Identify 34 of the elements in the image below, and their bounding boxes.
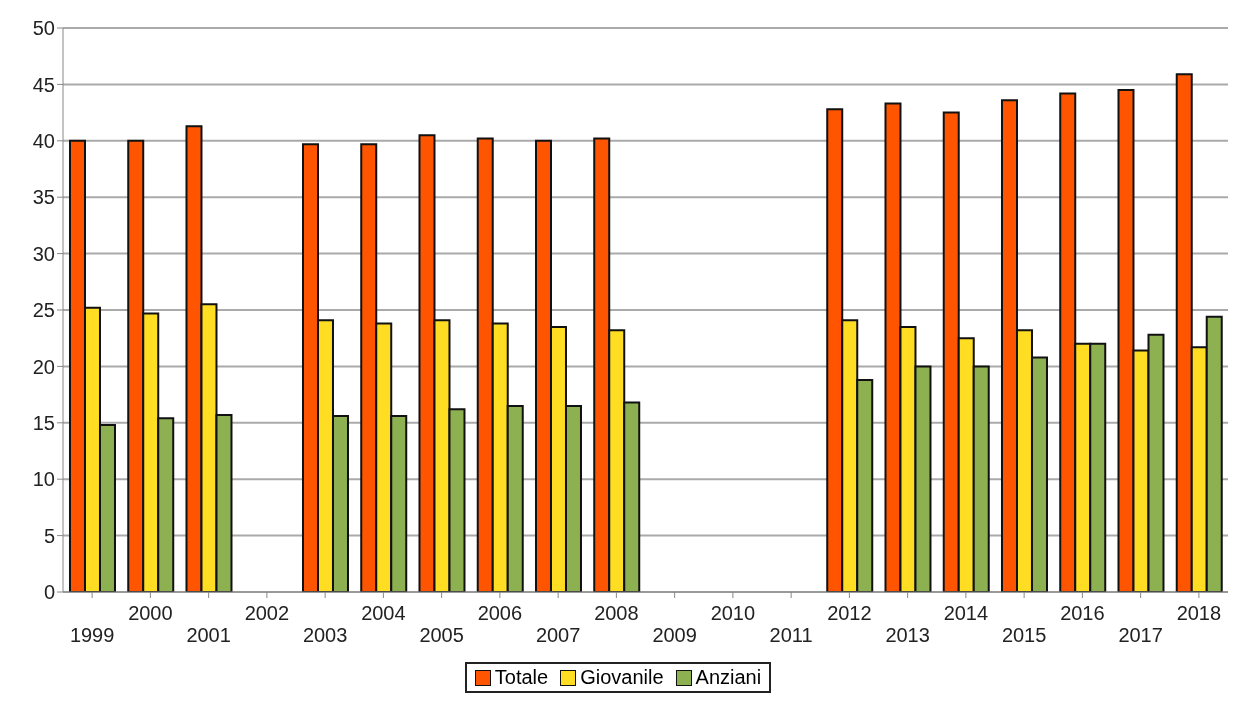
x-tick-label: 2001 [186,624,231,646]
x-tick-label: 1999 [69,624,115,646]
x-tick-label: 2015 [1001,624,1047,646]
legend-label: Totale [493,666,549,689]
y-tick-label: 35 [32,186,55,209]
x-tick-label: 2004 [361,602,406,624]
y-tick-label: 40 [32,129,55,152]
y-tick-label: 50 [32,17,55,40]
x-tick-label: 2011 [769,624,813,646]
y-tick-label: 10 [32,468,55,491]
x-tick-label: 2010 [710,602,756,624]
y-tick-label: 30 [32,242,55,265]
y-tick-label: 25 [32,299,55,322]
y-tick-label: 15 [32,411,55,434]
y-tick-label: 45 [32,73,55,96]
x-tick-label: 2018 [1176,602,1222,624]
x-tick-label: 2005 [419,624,464,646]
y-tick-label: 0 [43,581,55,604]
x-tick-label: 2000 [128,602,173,624]
x-tick-label: 2013 [885,624,930,646]
legend-label: Anziani [694,666,762,689]
x-tick-label: 2007 [535,624,581,646]
y-tick-label: 20 [32,355,55,378]
legend-label: Giovanile [579,666,664,689]
y-tick-label: 5 [43,524,55,547]
x-tick-label: 2008 [594,602,639,624]
x-tick-label: 2003 [302,624,348,646]
x-tick-label: 2014 [943,602,989,624]
x-tick-label: 2012 [827,602,872,624]
x-tick-label: 2009 [652,624,697,646]
x-tick-label: 2017 [1118,624,1163,646]
x-tick-label: 2006 [477,602,523,624]
x-tick-label: 2016 [1060,602,1105,624]
x-tick-label: 2002 [244,602,290,624]
